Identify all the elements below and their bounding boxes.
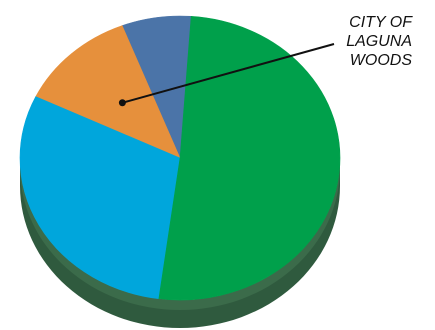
callout-label-line-3: WOODS [350,52,413,69]
callout-label-line-2: LAGUNA [346,33,412,50]
callout-annotation: CITY OF LAGUNA WOODS [118,14,413,107]
pie-slices [19,15,341,301]
pie-slice-2 [35,25,181,159]
pie-depth [20,158,340,328]
pie-slice-4 [158,16,341,301]
callout-leader-line [122,43,335,104]
callout-label-line-1: CITY OF [349,14,413,31]
pie-slice-3 [19,96,181,300]
